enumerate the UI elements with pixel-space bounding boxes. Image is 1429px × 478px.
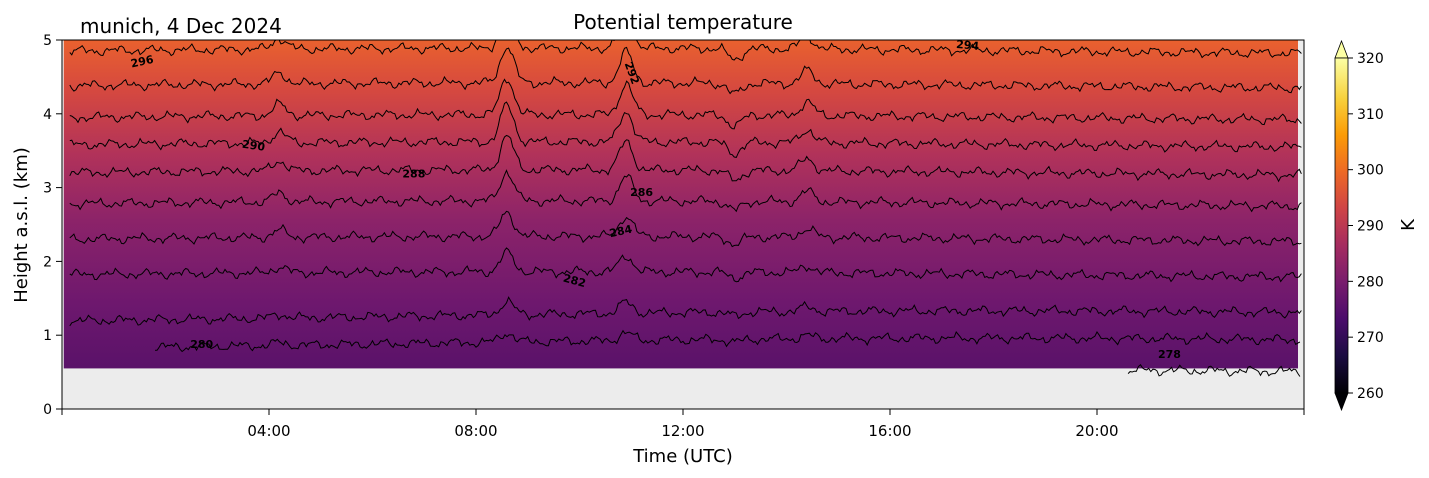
colorbar-gradient <box>1334 57 1349 394</box>
colorbar-tick-label: 280 <box>1357 274 1384 290</box>
x-tick-label: 12:00 <box>661 422 704 440</box>
contour-label: 282 <box>562 272 588 291</box>
x-tick-label: 04:00 <box>247 422 290 440</box>
x-tick-label: 20:00 <box>1075 422 1118 440</box>
contour-line <box>155 329 1301 353</box>
colorbar-extend-max <box>1334 39 1349 59</box>
contour-label: 296 <box>130 53 156 71</box>
colorbar-tick-label: 310 <box>1357 107 1384 123</box>
y-axis: 0 1 2 3 4 5 <box>43 33 62 418</box>
contour-label: 278 <box>1158 348 1181 361</box>
contour-line <box>69 78 1302 130</box>
y-tick-label: 1 <box>43 328 52 344</box>
y-tick-label: 2 <box>43 254 52 270</box>
contour-line <box>69 247 1302 283</box>
contour-line <box>69 210 1302 248</box>
colorbar-tick-label: 290 <box>1357 219 1384 235</box>
contour-line <box>69 169 1302 213</box>
colorbar: 260 270 280 290 300 310 320 K <box>1334 39 1419 412</box>
contour-line <box>69 296 1302 327</box>
y-tick-label: 3 <box>43 181 52 197</box>
y-tick-label: 4 <box>43 107 52 123</box>
contour-line <box>69 101 1302 158</box>
chart-subtitle: munich, 4 Dec 2024 <box>80 14 282 38</box>
y-axis-label: Height a.s.l. (km) <box>11 147 32 303</box>
colorbar-tick-label: 270 <box>1357 330 1384 346</box>
contour-label: 290 <box>241 138 266 154</box>
contour-line <box>69 134 1302 183</box>
contour-line <box>69 40 1302 62</box>
contour-lines <box>69 40 1302 377</box>
colorbar-tick-label: 260 <box>1357 386 1384 402</box>
contour-label: 280 <box>190 338 213 351</box>
colorbar-tick-label: 320 <box>1357 51 1384 67</box>
x-axis-label: Time (UTC) <box>632 446 733 467</box>
chart-title: Potential temperature <box>573 10 793 34</box>
contour-label: 284 <box>608 223 634 241</box>
contour-line <box>1127 363 1301 377</box>
x-tick-label: 16:00 <box>868 422 911 440</box>
contour-label: 288 <box>402 167 425 180</box>
y-tick-label: 5 <box>43 33 52 49</box>
x-tick-label: 08:00 <box>454 422 497 440</box>
x-axis: 04:00 08:00 12:00 16:00 20:00 <box>61 409 1305 440</box>
contour-label: 294 <box>956 38 980 53</box>
contour-line <box>69 46 1302 95</box>
colorbar-extend-min <box>1334 392 1349 412</box>
y-tick-label: 0 <box>43 402 52 418</box>
contour-label: 286 <box>630 186 653 199</box>
colorbar-tick-label: 300 <box>1357 163 1384 179</box>
colorbar-label: K <box>1398 218 1419 231</box>
